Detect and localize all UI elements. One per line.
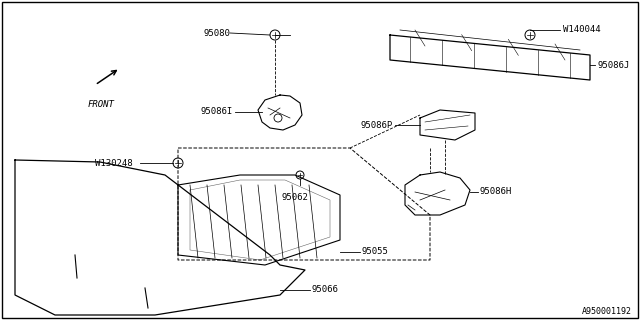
Text: W140044: W140044 <box>563 26 600 35</box>
Text: 95062: 95062 <box>282 193 308 202</box>
Text: 95080: 95080 <box>203 28 230 37</box>
Text: 95055: 95055 <box>362 247 389 257</box>
Text: W130248: W130248 <box>95 158 132 167</box>
Text: 95086I: 95086I <box>201 108 233 116</box>
Text: 95086J: 95086J <box>597 60 629 69</box>
Text: 95086P: 95086P <box>361 121 393 130</box>
Text: 95066: 95066 <box>312 285 339 294</box>
Text: 95086H: 95086H <box>480 188 512 196</box>
Text: A950001192: A950001192 <box>582 307 632 316</box>
Text: FRONT: FRONT <box>88 100 115 109</box>
